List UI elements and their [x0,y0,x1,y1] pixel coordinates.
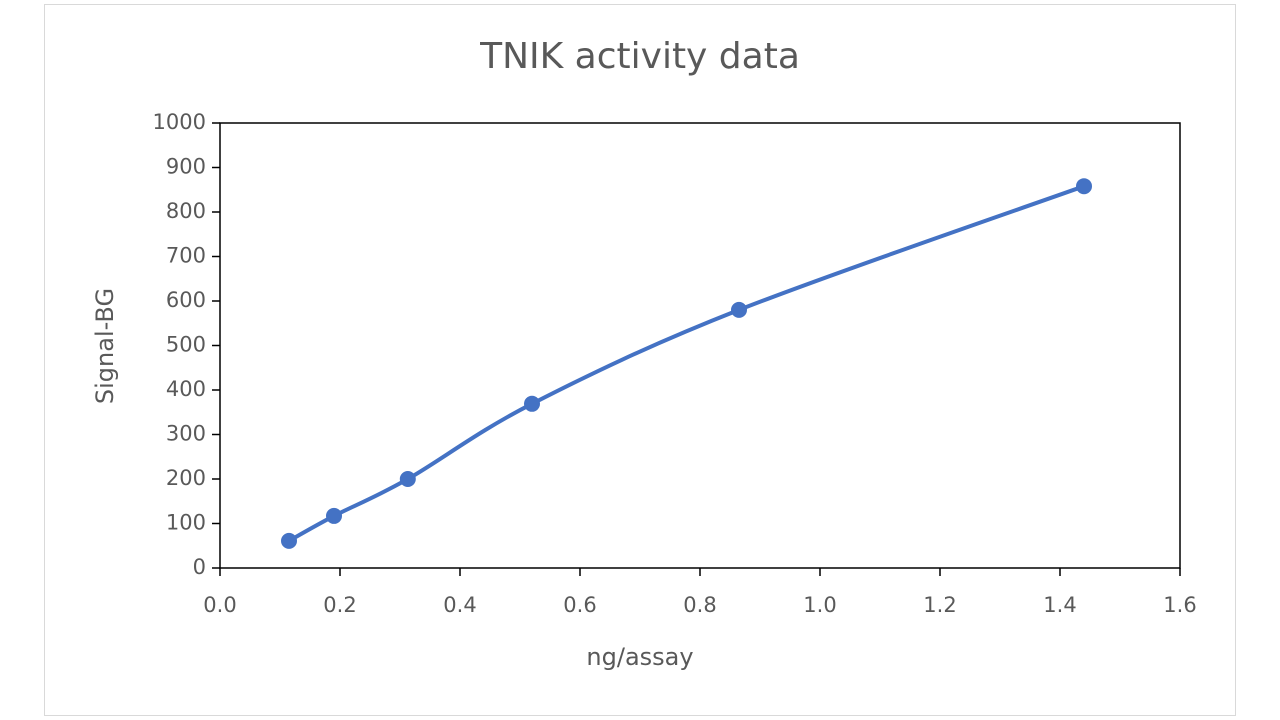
y-tick-label: 1000 [153,110,206,134]
y-tick-label: 100 [166,511,206,535]
y-tick-label: 200 [166,466,206,490]
y-tick-label: 400 [166,377,206,401]
x-tick-label: 1.6 [1163,593,1196,617]
x-tick-label: 0.4 [443,593,476,617]
x-tick-label: 0.8 [683,593,716,617]
data-point [1076,178,1092,195]
x-tick-label: 0.6 [563,593,596,617]
y-axis-label: Signal-BG [91,288,119,404]
data-point [399,471,416,487]
y-tick-label: 300 [166,422,206,446]
x-tick-label: 0.2 [323,593,356,617]
y-tick-label: 900 [166,155,206,179]
y-tick-label: 0 [193,555,206,579]
y-tick-label: 800 [166,199,206,223]
x-tick-label: 1.0 [803,593,836,617]
y-tick-label: 700 [166,244,206,268]
data-point [326,507,342,524]
x-axis-label: ng/assay [586,643,693,671]
x-tick-label: 0.0 [203,593,236,617]
x-tick-label: 1.2 [923,593,956,617]
chart-title: TNIK activity data [479,36,800,77]
y-tick-label: 500 [166,333,206,357]
data-point [731,301,747,318]
x-tick-label: 1.4 [1043,593,1076,617]
y-tick-label: 600 [166,288,206,312]
data-point [524,395,540,412]
data-point [281,532,297,549]
